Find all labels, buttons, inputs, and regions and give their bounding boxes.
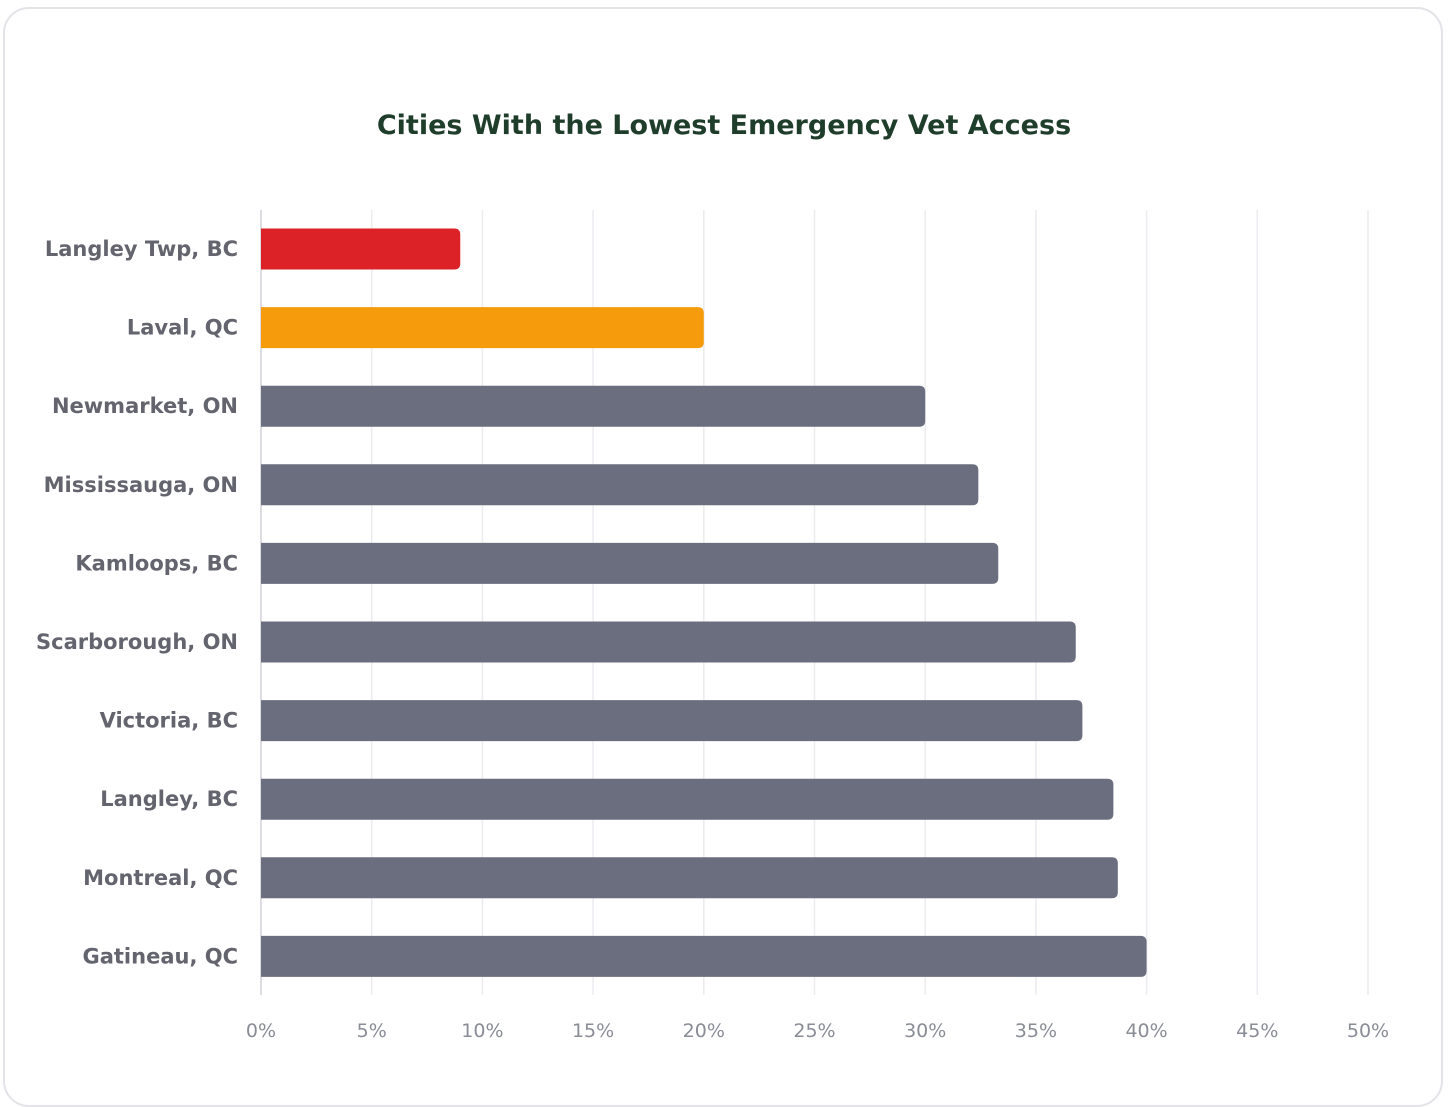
bar-laval-qc [261, 307, 704, 349]
bar-mississauga-on [261, 464, 979, 506]
bar-langley-bc [261, 778, 1114, 820]
chart-title: Cities With the Lowest Emergency Vet Acc… [376, 110, 1072, 141]
category-label: Newmarket, ON [52, 394, 238, 418]
category-label: Scarborough, ON [36, 630, 238, 654]
x-tick-label: 0% [246, 1020, 276, 1042]
x-tick-label: 30% [904, 1020, 946, 1042]
x-tick-label: 20% [683, 1020, 725, 1042]
category-label: Victoria, BC [100, 709, 238, 733]
x-tick-label: 25% [793, 1020, 835, 1042]
category-label: Montreal, QC [83, 866, 238, 890]
x-tick-label: 35% [1015, 1020, 1057, 1042]
category-label: Kamloops, BC [75, 551, 238, 575]
bar-newmarket-on [261, 385, 926, 427]
x-tick-label: 45% [1236, 1020, 1278, 1042]
x-tick-label: 5% [357, 1020, 387, 1042]
x-tick-label: 50% [1347, 1020, 1389, 1042]
x-tick-label: 15% [572, 1020, 614, 1042]
category-label: Langley, BC [100, 787, 238, 811]
category-label: Laval, QC [127, 316, 238, 340]
category-label: Mississauga, ON [44, 473, 238, 497]
bar-victoria-bc [261, 700, 1083, 742]
bar-langley-twp-bc [261, 228, 461, 270]
bar-gatineau-qc [261, 935, 1147, 977]
category-label: Gatineau, QC [82, 944, 238, 968]
bar-montreal-qc [261, 857, 1118, 899]
category-label: Langley Twp, BC [45, 237, 238, 261]
x-tick-label: 40% [1125, 1020, 1167, 1042]
x-tick-label: 10% [461, 1020, 503, 1042]
bar-kamloops-bc [261, 542, 999, 584]
bar-scarborough-on [261, 621, 1076, 663]
